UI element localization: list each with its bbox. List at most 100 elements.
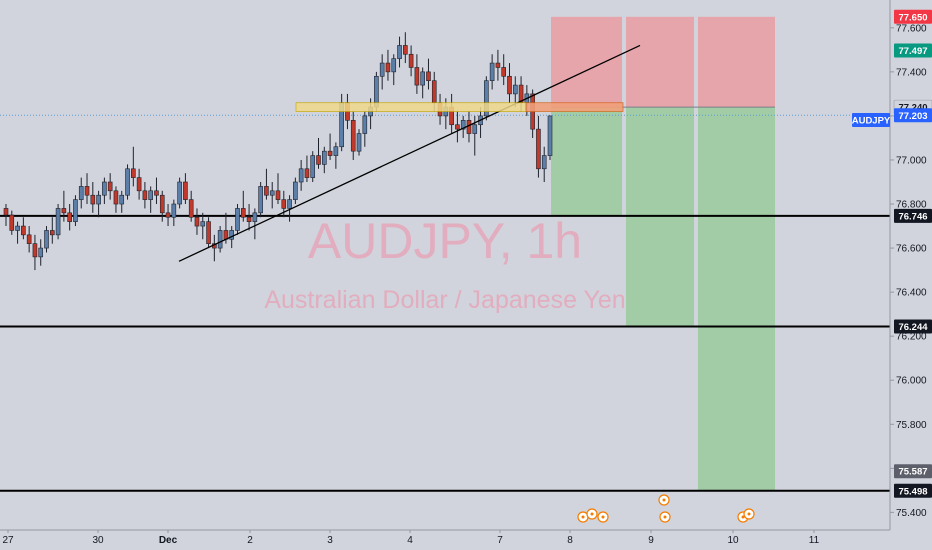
candle [200,212,206,240]
event-icon-dot [601,515,605,519]
time-axis[interactable]: 27 30 Dec 2 3 4 7 8 9 10 11 [0,529,890,546]
candle-body [258,186,263,214]
candle-body [131,168,136,178]
time-axis-tick-label: 9 [648,535,654,546]
event-icon-dot [590,512,594,516]
price-tag-background [894,108,932,123]
candle-body [397,45,402,59]
candle-body [501,67,507,77]
price-tag: 77.650 [894,9,932,24]
price-axis-background [890,0,932,550]
candle-body [408,53,414,68]
candle [148,186,153,213]
candle-body [489,62,495,81]
price-axis[interactable]: 75.40075.60075.80076.00076.20076.40076.6… [889,0,932,550]
candle [21,217,26,240]
candle [246,204,252,231]
candle-body [391,58,397,73]
candle-body [102,181,107,196]
candle-body [9,214,15,231]
candle [397,36,402,68]
candle [73,195,78,227]
candle-body [44,230,49,249]
event-markers[interactable] [577,494,755,523]
price-axis-tick-label: 77.600 [896,23,927,34]
candle-body [90,194,96,205]
candle-body [159,194,165,214]
price-tag-label: 75.587 [898,467,927,478]
candle [379,54,385,90]
candle-body [113,190,119,205]
price-tags: AUDJPY 77.65077.49777.24077.20376.74676.… [852,9,932,498]
candle [194,208,200,235]
price-axis-tick-label: 75.800 [896,420,927,431]
event-icon [658,494,670,506]
candle-body [495,62,501,68]
price-axis-tick-label: 76.400 [896,288,927,299]
candle-body [84,186,90,196]
candle-body [165,212,171,218]
candle [460,115,466,138]
candle-body [206,221,211,244]
candle-body [73,199,78,222]
candle-body [235,208,240,231]
candle [414,54,420,94]
price-tag-label: 76.746 [898,211,927,222]
candle-body [403,45,408,55]
watermark-symbol: AUDJPY, 1h [308,213,582,269]
price-tag-label: 77.240 [898,103,927,114]
candle-body [125,168,130,196]
candle-body [200,221,206,227]
position-zones[interactable] [551,16,775,491]
price-axis-tick-label: 76.000 [896,376,927,387]
candle [96,190,101,218]
horizontal-levels[interactable] [0,114,890,492]
candle [171,199,177,227]
candle [188,190,194,222]
candle [136,168,142,200]
candle [420,67,425,99]
candle-body [327,150,333,156]
candle [350,111,356,160]
candle [258,182,263,218]
candle [55,204,61,240]
candle-body [466,120,472,134]
price-axis-tick-label: 76.600 [896,244,927,255]
price-tag-background [894,464,932,479]
candle-body [229,230,235,240]
candle [449,93,454,134]
candle [125,164,130,200]
candle [362,111,368,147]
candle [84,173,90,205]
candle-body [142,190,148,200]
candle-body [78,186,84,200]
candle-body [281,199,287,209]
candle [131,146,136,187]
time-axis-tick-label: Dec [159,535,178,546]
candle [275,173,281,205]
drawings[interactable] [178,44,641,262]
candle-body [321,150,327,165]
candle-body [136,177,142,192]
price-tag: 75.587 [894,464,932,479]
candle-body [194,216,200,227]
price-tag-label: 75.498 [898,486,927,497]
candle [212,234,217,262]
candle [240,190,246,222]
candle-body [177,181,182,205]
candle [235,204,240,235]
candle-body [96,194,101,205]
candle-body [507,75,512,95]
candle [391,54,397,86]
stop-zone [551,16,622,108]
candle-body [310,155,316,178]
event-icon-dot [662,498,666,502]
candle [142,182,148,209]
candle [159,190,165,222]
price-tag: 77.497 [894,43,932,58]
candle [333,142,339,169]
candle-body [420,71,425,86]
event-icon-dot [741,515,745,519]
price-tag-label: 76.244 [898,322,928,333]
